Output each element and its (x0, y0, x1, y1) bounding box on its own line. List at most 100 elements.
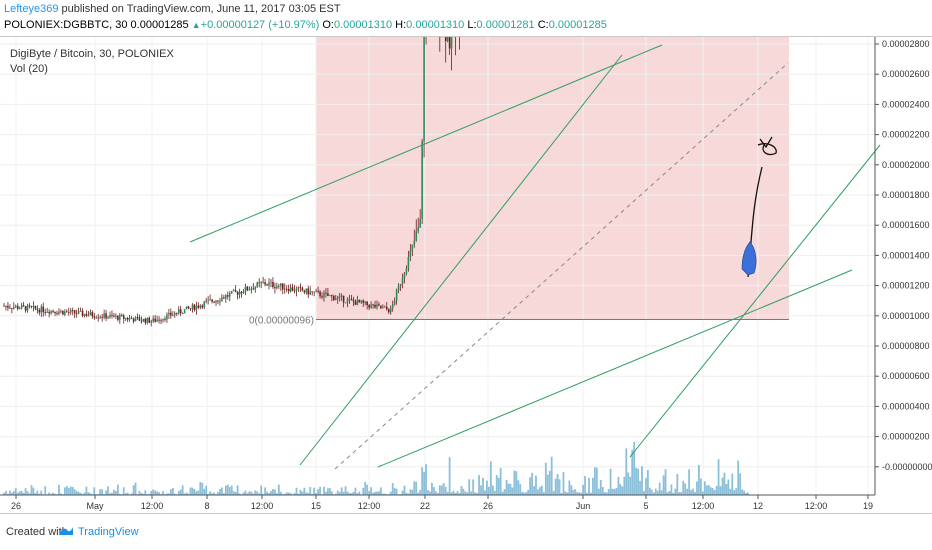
candle-body (89, 312, 92, 316)
candle-body (342, 295, 345, 303)
volume-bar (692, 488, 694, 495)
volume-bar (572, 489, 575, 495)
volume-bar (334, 493, 337, 495)
candle-body (268, 282, 270, 286)
volume-bar (741, 489, 744, 495)
volume-bar (254, 490, 257, 495)
volume-bar (713, 490, 716, 495)
volume-bar (568, 480, 571, 495)
candle-body (223, 297, 225, 299)
volume-bar (656, 490, 659, 495)
volume-bar (268, 493, 270, 495)
volume-bar (138, 491, 141, 495)
trend-line-channel-top[interactable] (299, 54, 623, 466)
rocket-icon (741, 241, 757, 276)
volume-bar (519, 484, 522, 495)
volume-bar (413, 481, 416, 495)
volume-bar (438, 485, 441, 495)
candle-body (87, 315, 90, 316)
volume-bar (330, 491, 333, 495)
candle-body (366, 301, 368, 306)
volume-bar (497, 477, 500, 495)
volume-bar (183, 493, 186, 495)
volume-bar (464, 491, 467, 495)
volume-bar (407, 493, 410, 495)
volume-bar (144, 490, 147, 495)
volume-bar (20, 490, 23, 495)
author-link[interactable]: Lefteye369 (4, 3, 59, 15)
candle-body (250, 288, 253, 290)
candle-body (158, 319, 160, 321)
volume-bar (307, 492, 310, 495)
volume-bar (171, 487, 174, 495)
volume-bar (448, 457, 451, 495)
volume-bar (248, 491, 251, 495)
volume-bar (126, 492, 129, 495)
fib-fill-zone (316, 0, 789, 320)
candle-body (99, 316, 101, 318)
volume-bar (228, 487, 231, 495)
volume-bar (85, 486, 88, 495)
volume-bar (652, 492, 655, 495)
volume-bar (350, 493, 353, 495)
candle-body (103, 313, 105, 318)
candle-body (156, 319, 158, 322)
volume-bar (16, 492, 19, 495)
volume-bar (295, 487, 298, 495)
candle-body (279, 283, 282, 287)
candle-body (58, 311, 60, 314)
price-axis: 0.00002800 0.00002600 0.00002400 0.00002200… (874, 37, 932, 495)
volume-bar (701, 491, 704, 495)
volume-bar (434, 491, 437, 495)
volume-bar (169, 489, 172, 495)
volume-bar (342, 491, 345, 495)
volume-bar (513, 470, 516, 495)
volume-bar (118, 493, 121, 495)
volume-bar (619, 484, 622, 495)
candle-body (64, 311, 66, 315)
volume-bar (107, 486, 109, 495)
price-axis-label: 0.00000400 (882, 401, 930, 411)
volume-bar (609, 468, 612, 495)
volume-bar (236, 485, 239, 495)
candle-body (372, 304, 374, 306)
candle-body (331, 295, 333, 297)
candle-body (170, 312, 172, 316)
candle-body (109, 314, 111, 318)
price-axis-label: -0.00000000 (882, 462, 932, 472)
volume-bar (650, 489, 653, 495)
volume-bar (356, 493, 359, 495)
volume-bar (709, 487, 712, 495)
volume-bar (315, 492, 318, 495)
candle-body (448, 31, 451, 49)
candle-body (83, 313, 86, 316)
candle-body (380, 305, 382, 309)
candle-body (85, 313, 88, 316)
candle-body (276, 286, 278, 289)
volume-bar (217, 491, 219, 495)
candle-body (115, 315, 117, 317)
candle-body (234, 290, 237, 292)
volume-bar (625, 448, 628, 495)
volume-bar (372, 492, 374, 495)
volume-bar (48, 492, 51, 495)
candle-body (407, 256, 410, 269)
time-axis-label: 12:00 (358, 501, 381, 511)
price-chart[interactable]: 1(0.00002670)0.786(0.00002120)0.618(0.00… (0, 0, 932, 515)
volume-bar (507, 483, 510, 495)
volume-bar (433, 487, 435, 495)
candle-body (217, 300, 219, 302)
fib-diagonal-dashed[interactable] (334, 62, 789, 470)
trend-line-upper[interactable] (189, 44, 663, 243)
candle-body (203, 301, 206, 308)
trend-line-channel-bottom[interactable] (377, 269, 853, 468)
candle-body (262, 282, 264, 284)
volume-bar (548, 470, 551, 495)
volume-bar (14, 488, 17, 495)
trend-line-rising[interactable] (629, 144, 881, 458)
candle-body (391, 304, 394, 309)
candle-body (160, 320, 162, 322)
volume-bar (380, 487, 382, 495)
candle-body (5, 305, 7, 307)
tradingview-brand[interactable]: TradingView (78, 526, 139, 538)
